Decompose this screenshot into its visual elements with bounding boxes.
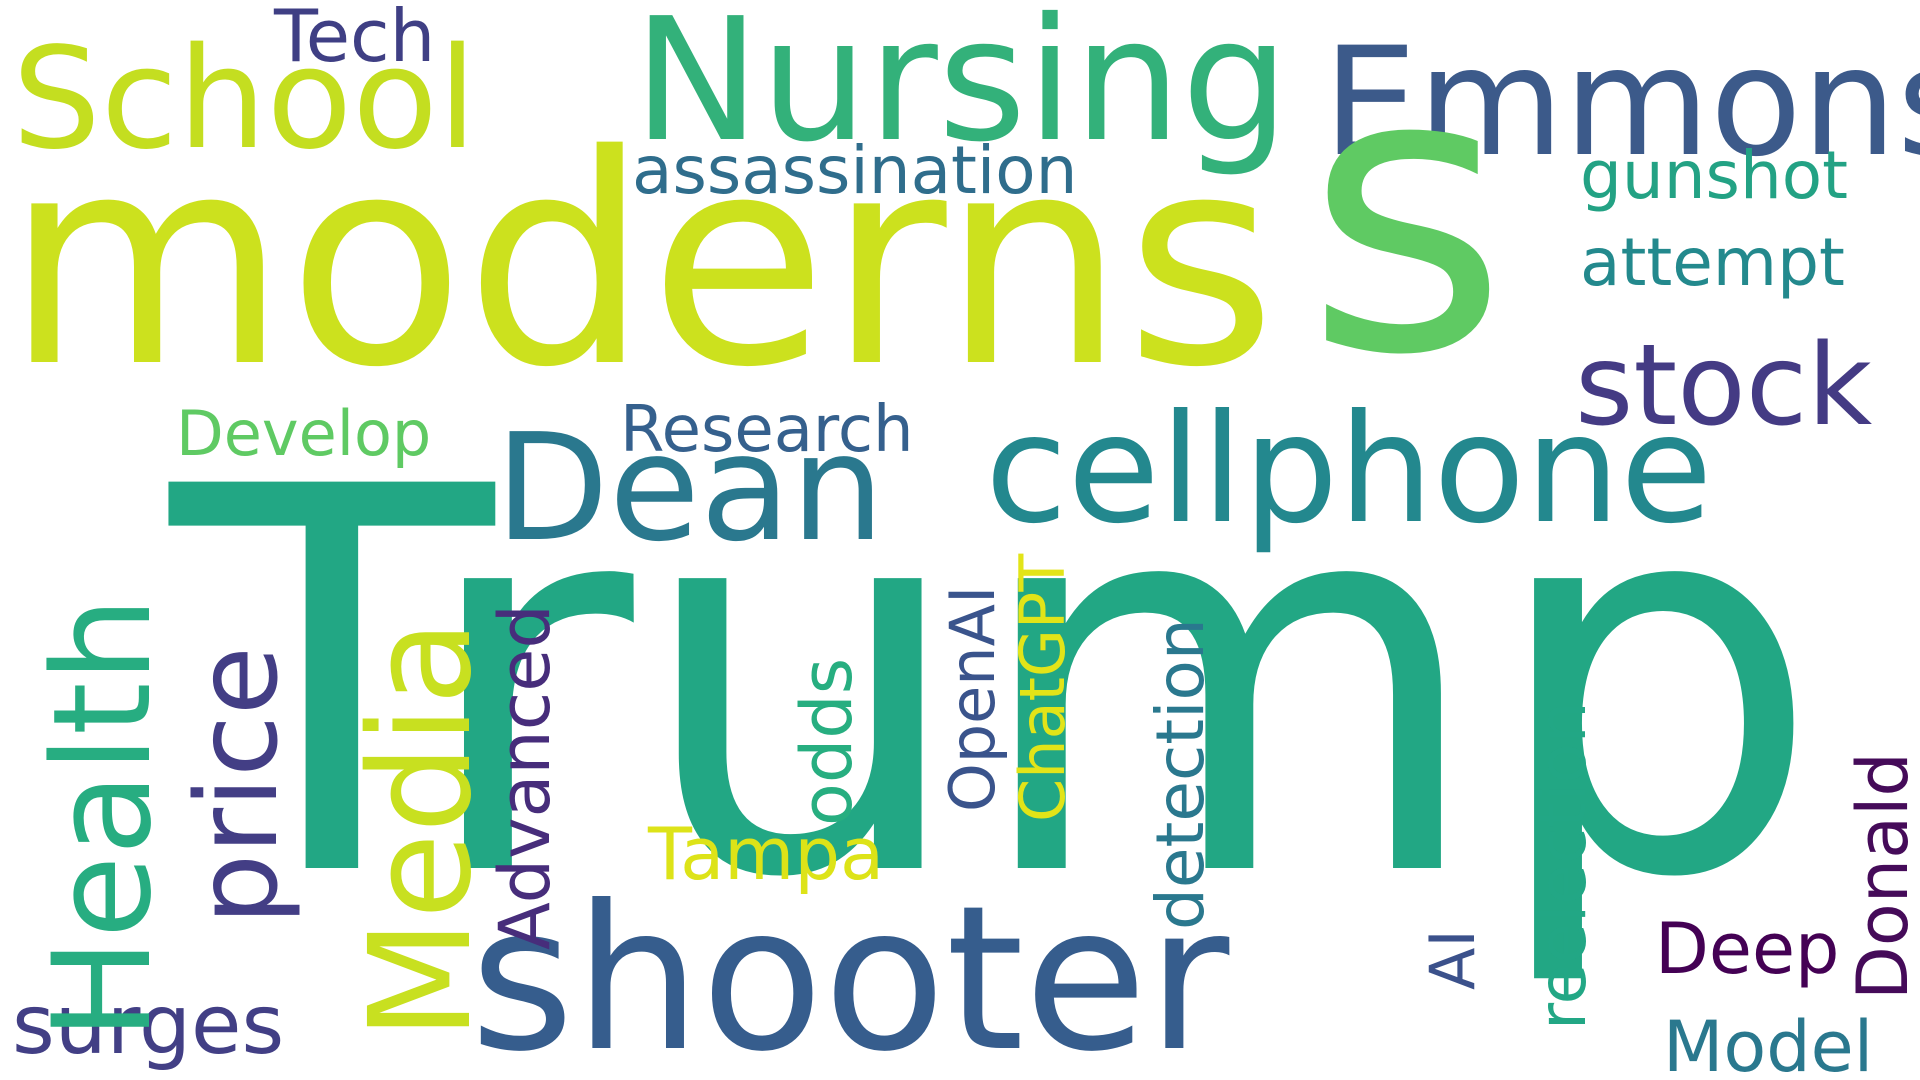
- word-moderns: moderns: [5, 94, 1277, 431]
- word-develop: Develop: [176, 397, 432, 470]
- word-gunshot: gunshot: [1580, 137, 1849, 214]
- word-tampa: Tampa: [648, 812, 885, 896]
- word-detection: detection: [1142, 618, 1219, 930]
- word-model: Model: [1663, 1006, 1874, 1080]
- word-surges: surges: [12, 978, 285, 1073]
- word-media: Media: [340, 619, 503, 1040]
- word-advanced: Advanced: [484, 604, 566, 950]
- word-s: s: [1305, 0, 1509, 440]
- word-tech: Tech: [274, 0, 436, 78]
- word-deep: Deep: [1655, 908, 1840, 990]
- word-donald: Donald: [1842, 752, 1920, 1000]
- word-openai: OpenAI: [936, 585, 1009, 812]
- word-trump: Trump: [170, 376, 1823, 993]
- word-dean: Dean: [495, 402, 885, 574]
- word-shooter: shooter: [470, 863, 1230, 1080]
- word-nursing: Nursing: [633, 0, 1290, 180]
- word-chatgpt: ChatGPT: [1006, 553, 1079, 822]
- word-emmons: Emmons: [1323, 16, 1920, 190]
- word-assassination: assassination: [632, 132, 1078, 209]
- word-school: School: [12, 18, 477, 181]
- word-attempt: attempt: [1580, 224, 1845, 301]
- word-stock: stock: [1575, 321, 1873, 451]
- word-research: Research: [620, 393, 914, 467]
- word-reelection: reelection: [1524, 701, 1601, 1030]
- word-health: Health: [24, 596, 181, 1040]
- word-odds: odds: [786, 657, 868, 826]
- word-price: price: [173, 646, 303, 925]
- word-ai: AI: [1416, 929, 1489, 990]
- word-cellphone: cellphone: [985, 383, 1713, 557]
